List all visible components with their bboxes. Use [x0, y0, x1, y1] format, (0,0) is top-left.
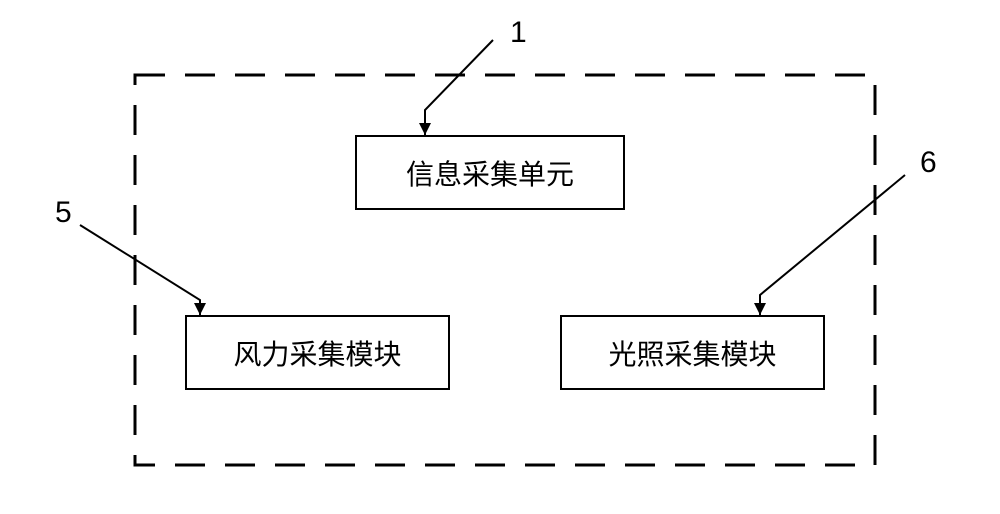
callout-6-label: 6 — [920, 146, 937, 180]
callout-6-line — [0, 0, 1000, 514]
